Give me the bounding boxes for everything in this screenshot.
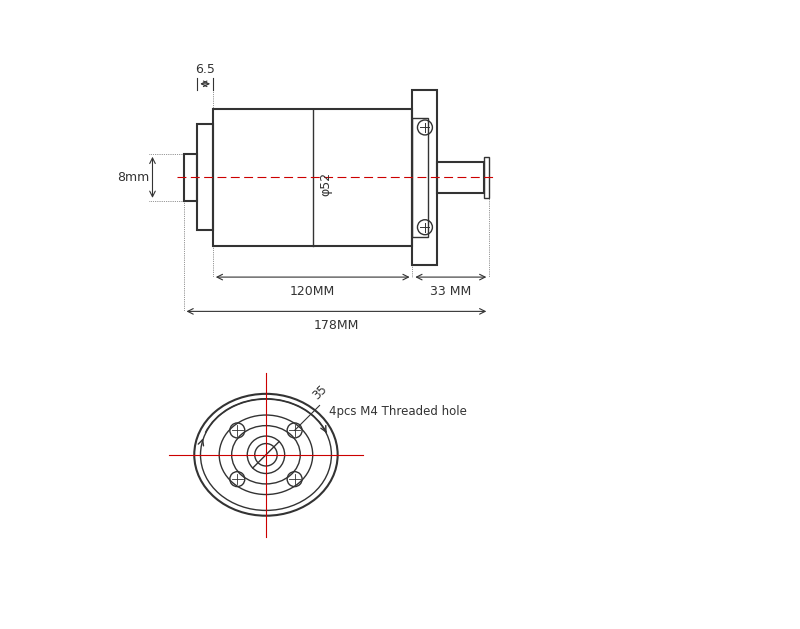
Bar — [213, 109, 413, 246]
Text: 33 MM: 33 MM — [430, 284, 471, 298]
Text: 120MM: 120MM — [290, 284, 335, 298]
Text: 4pcs M4 Threaded hole: 4pcs M4 Threaded hole — [329, 405, 466, 418]
Text: 6.5: 6.5 — [195, 64, 215, 76]
Bar — [413, 118, 428, 237]
Text: 8mm: 8mm — [117, 171, 150, 184]
Bar — [184, 154, 198, 201]
Bar — [198, 125, 213, 230]
Text: 178MM: 178MM — [314, 319, 359, 332]
Bar — [484, 157, 489, 198]
Bar — [413, 90, 438, 265]
Bar — [438, 162, 484, 193]
Text: 35: 35 — [310, 382, 330, 403]
Text: φ52: φ52 — [319, 172, 332, 196]
